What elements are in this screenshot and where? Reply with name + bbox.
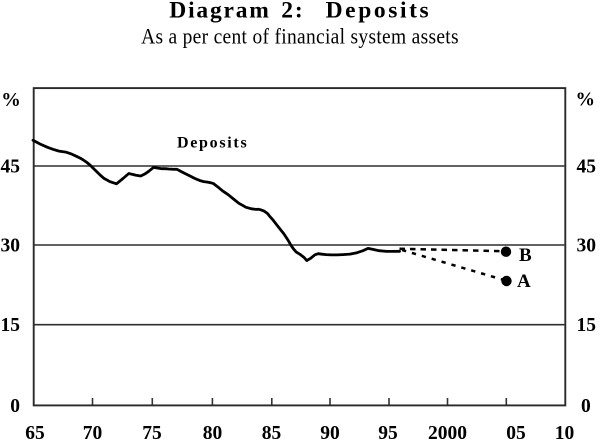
svg-text:0: 0 bbox=[10, 396, 20, 417]
svg-text:80: 80 bbox=[203, 423, 223, 440]
svg-text:Deposits: Deposits bbox=[326, 0, 432, 24]
svg-text:%: % bbox=[576, 90, 596, 111]
svg-text:A: A bbox=[517, 271, 531, 292]
svg-text:0: 0 bbox=[581, 396, 591, 417]
svg-text:As a per cent of financial sys: As a per cent of financial system assets bbox=[141, 23, 459, 49]
svg-text:05: 05 bbox=[506, 423, 526, 440]
svg-text:85: 85 bbox=[262, 423, 282, 440]
svg-text:15: 15 bbox=[1, 315, 21, 336]
svg-text:70: 70 bbox=[83, 423, 103, 440]
svg-text:30: 30 bbox=[577, 236, 597, 257]
svg-text:75: 75 bbox=[142, 423, 162, 440]
svg-text:B: B bbox=[519, 245, 532, 266]
svg-text:2:: 2: bbox=[281, 0, 304, 24]
svg-text:Deposits: Deposits bbox=[177, 135, 248, 152]
svg-text:95: 95 bbox=[378, 423, 398, 440]
svg-text:65: 65 bbox=[25, 423, 45, 440]
svg-text:10: 10 bbox=[555, 423, 575, 440]
svg-text:2000: 2000 bbox=[428, 423, 467, 440]
svg-text:15: 15 bbox=[577, 315, 597, 336]
svg-text:%: % bbox=[1, 90, 21, 111]
svg-text:45: 45 bbox=[1, 157, 21, 178]
svg-text:45: 45 bbox=[577, 157, 597, 178]
svg-text:30: 30 bbox=[1, 236, 21, 257]
svg-text:Diagram: Diagram bbox=[169, 0, 270, 24]
svg-text:90: 90 bbox=[320, 423, 340, 440]
